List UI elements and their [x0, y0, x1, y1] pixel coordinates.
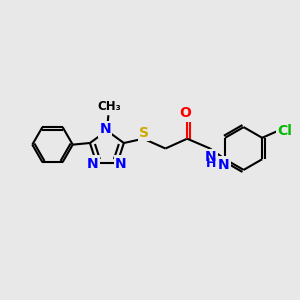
Text: O: O [180, 106, 192, 120]
Text: N: N [100, 122, 111, 136]
Text: N: N [115, 157, 127, 170]
Text: CH₃: CH₃ [97, 100, 121, 113]
Text: Cl: Cl [278, 124, 292, 138]
Text: H: H [206, 158, 216, 170]
Text: N: N [218, 158, 230, 172]
Text: S: S [140, 126, 149, 140]
Text: N: N [205, 150, 216, 164]
Text: N: N [87, 157, 99, 170]
